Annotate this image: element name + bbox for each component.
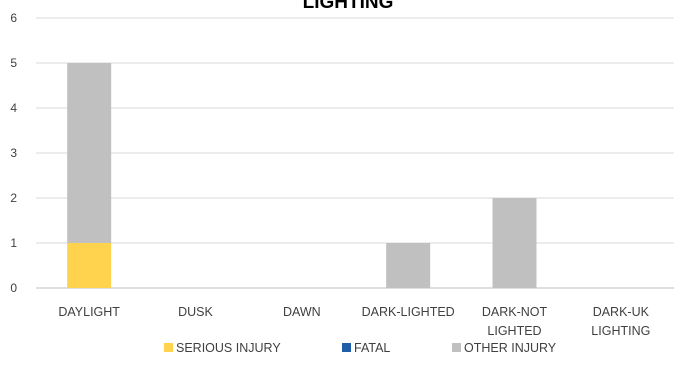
x-tick-label: DARK-UK <box>593 305 650 319</box>
bar-other-injury <box>386 243 431 288</box>
x-tick-label: DAWN <box>283 305 321 319</box>
bar-other-injury <box>492 198 537 288</box>
x-tick-label: LIGHTING <box>591 324 650 338</box>
x-tick-label: DARK-LIGHTED <box>362 305 455 319</box>
y-tick-label: 4 <box>10 101 17 115</box>
chart-title: LIGHTING <box>303 0 394 13</box>
y-tick-label: 5 <box>10 56 17 70</box>
bar-other-injury <box>67 63 112 243</box>
legend-swatch-serious-injury <box>164 343 173 352</box>
y-tick-label: 0 <box>10 281 17 295</box>
legend-label: SERIOUS INJURY <box>176 341 281 355</box>
legend-swatch-other-injury <box>452 343 461 352</box>
bar-serious-injury <box>67 243 112 288</box>
y-tick-label: 6 <box>10 11 17 25</box>
x-tick-label: LIGHTED <box>487 324 541 338</box>
legend-swatch-fatal <box>342 343 351 352</box>
y-tick-label: 2 <box>10 191 17 205</box>
x-tick-label: DARK-NOT <box>482 305 548 319</box>
y-tick-label: 1 <box>10 236 17 250</box>
x-tick-label: DUSK <box>178 305 213 319</box>
y-tick-label: 3 <box>10 146 17 160</box>
legend-label: FATAL <box>354 341 390 355</box>
legend-label: OTHER INJURY <box>464 341 557 355</box>
x-tick-label: DAYLIGHT <box>58 305 120 319</box>
